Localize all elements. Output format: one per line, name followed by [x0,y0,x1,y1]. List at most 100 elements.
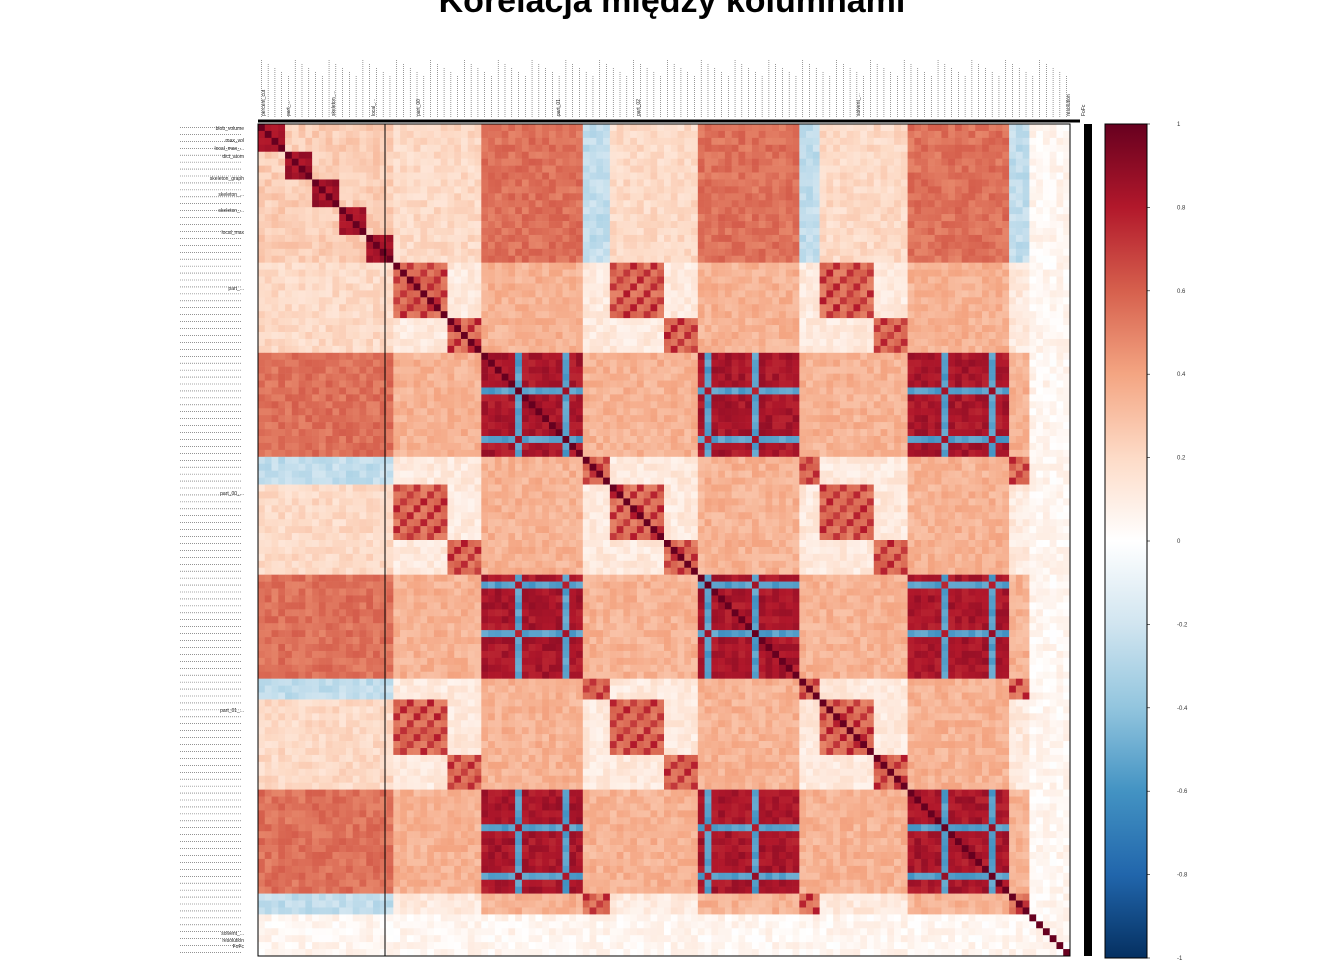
heatmap-cell [440,214,448,222]
heatmap-cell [569,387,577,395]
heatmap-cell [927,283,935,291]
heatmap-cell [880,276,888,284]
heatmap-cell [968,186,976,194]
heatmap-cell [927,158,935,166]
heatmap-cell [968,366,976,374]
heatmap-cell [413,394,421,402]
heatmap-cell [258,394,266,402]
heatmap-cell [921,172,929,180]
heatmap-cell [846,290,854,298]
heatmap-cell [1002,276,1010,284]
heatmap-cell [914,269,922,277]
heatmap-cell [691,318,699,326]
heatmap-cell [528,352,536,361]
heatmap-cell [948,193,956,201]
heatmap-cell [305,290,313,298]
heatmap-cell [278,255,286,263]
heatmap-cell [751,144,760,153]
heatmap-cell [907,158,915,166]
heatmap-cell [677,200,685,208]
heatmap-cell [461,276,469,284]
heatmap-cell [488,338,496,347]
heatmap-cell [305,144,313,153]
heatmap-cell [630,248,638,257]
heatmap-cell [846,234,854,243]
heatmap-cell [521,137,529,146]
heatmap-cell [1049,380,1057,388]
heatmap-cell [400,387,408,395]
heatmap-cell [345,373,354,381]
heatmap-cell [887,359,895,367]
heatmap-cell [433,332,441,340]
heatmap-cell [772,124,780,132]
heatmap-cell [873,304,881,312]
heatmap-cell [447,304,455,312]
heatmap-cell [1056,325,1064,333]
heatmap-cell [379,130,387,139]
heatmap-cell [751,359,760,367]
heatmap-cell [400,144,408,153]
heatmap-cell [833,137,841,146]
heatmap-cell [826,172,834,180]
heatmap-cell [366,130,374,139]
heatmap-cell [582,290,590,298]
heatmap-cell [745,311,753,319]
heatmap-cell [359,144,367,153]
heatmap-cell [758,290,766,298]
heatmap-cell [758,172,766,180]
heatmap-cell [474,228,482,236]
heatmap-cell [427,241,435,250]
heatmap-cell [366,304,374,312]
heatmap-cell [1015,214,1023,222]
heatmap-cell [1029,304,1037,312]
heatmap-cell [345,130,354,139]
heatmap-cell [704,172,712,180]
chart-title: Korelacja między kolumnami [438,0,906,20]
heatmap-cell [312,124,320,132]
heatmap-cell [318,165,326,173]
heatmap-cell [846,130,854,139]
heatmap-cell [684,387,692,395]
heatmap-cell [954,137,963,146]
heatmap-cell [623,297,631,305]
heatmap-cell [312,241,320,250]
heatmap-cell [528,221,536,229]
heatmap-cell [988,200,996,208]
column-label: skeleton_... [331,90,337,116]
heatmap-cell [995,172,1003,180]
heatmap-cell [461,255,469,263]
heatmap-cell [833,380,841,388]
heatmap-cell [684,276,692,284]
heatmap-cell [481,207,489,215]
heatmap-cell [779,221,787,229]
heatmap-cell [359,311,367,319]
heatmap-cell [474,144,482,153]
heatmap-cell [934,269,942,277]
heatmap-cell [1056,248,1064,257]
heatmap-cell [900,158,908,166]
heatmap-cell [285,325,293,333]
heatmap-cell [650,151,658,159]
heatmap-cell [670,325,678,333]
heatmap-cell [481,165,489,173]
heatmap-cell [494,332,502,340]
heatmap-cell [359,276,367,284]
heatmap-cell [447,290,455,298]
heatmap-cell [1063,179,1071,187]
heatmap-cell [548,359,557,367]
heatmap-cell [1036,207,1044,215]
heatmap-cell [968,124,976,132]
heatmap-cell [812,373,820,381]
heatmap-cell [894,338,902,347]
heatmap-cell [264,124,272,132]
heatmap-cell [812,359,820,367]
heatmap-cell [528,172,536,180]
heatmap-cell [447,200,455,208]
heatmap-cell [305,276,313,284]
heatmap-cell [697,304,705,312]
heatmap-cell [413,214,421,222]
heatmap-cell [569,207,577,215]
heatmap-cell [379,262,387,270]
heatmap-cell [657,186,665,194]
heatmap-cell [1049,124,1057,132]
